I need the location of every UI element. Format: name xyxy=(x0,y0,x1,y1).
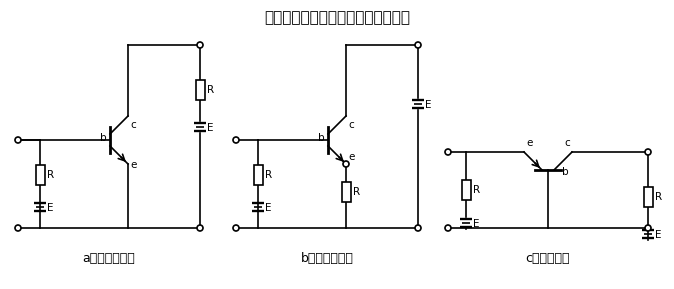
Circle shape xyxy=(343,161,349,167)
FancyBboxPatch shape xyxy=(342,182,350,202)
Circle shape xyxy=(233,137,239,143)
Text: e: e xyxy=(526,138,532,148)
Text: E: E xyxy=(425,100,431,110)
FancyBboxPatch shape xyxy=(36,165,44,185)
Text: b: b xyxy=(318,133,325,143)
Text: b: b xyxy=(100,133,107,143)
Text: a共发射极接法: a共发射极接法 xyxy=(83,251,135,264)
FancyBboxPatch shape xyxy=(253,165,262,185)
Circle shape xyxy=(233,225,239,231)
Circle shape xyxy=(197,225,203,231)
Text: c: c xyxy=(130,120,135,130)
Circle shape xyxy=(197,42,203,48)
Text: R: R xyxy=(47,170,54,180)
Circle shape xyxy=(445,149,451,155)
Text: c共基极接法: c共基极接法 xyxy=(526,251,570,264)
Text: c: c xyxy=(348,120,354,130)
Circle shape xyxy=(445,225,451,231)
Text: R: R xyxy=(265,170,272,180)
Text: 三极管在放大电路中的三种基本接法: 三极管在放大电路中的三种基本接法 xyxy=(264,10,410,25)
Circle shape xyxy=(415,225,421,231)
Circle shape xyxy=(15,137,21,143)
Circle shape xyxy=(645,225,651,231)
Text: E: E xyxy=(207,123,214,133)
Text: E: E xyxy=(47,203,53,213)
Text: e: e xyxy=(348,152,355,162)
Text: E: E xyxy=(473,219,479,229)
Text: e: e xyxy=(130,160,136,170)
Text: R: R xyxy=(353,187,360,197)
Circle shape xyxy=(645,149,651,155)
FancyBboxPatch shape xyxy=(195,80,204,100)
Text: b: b xyxy=(562,167,569,177)
Circle shape xyxy=(415,42,421,48)
FancyBboxPatch shape xyxy=(644,187,652,207)
Text: R: R xyxy=(207,85,214,95)
Text: E: E xyxy=(655,230,661,240)
FancyBboxPatch shape xyxy=(462,180,470,200)
Text: R: R xyxy=(655,192,662,202)
Text: E: E xyxy=(265,203,272,213)
Text: b共集电极接法: b共集电极接法 xyxy=(301,251,353,264)
Text: c: c xyxy=(564,138,570,148)
Text: R: R xyxy=(473,185,480,195)
Circle shape xyxy=(15,225,21,231)
